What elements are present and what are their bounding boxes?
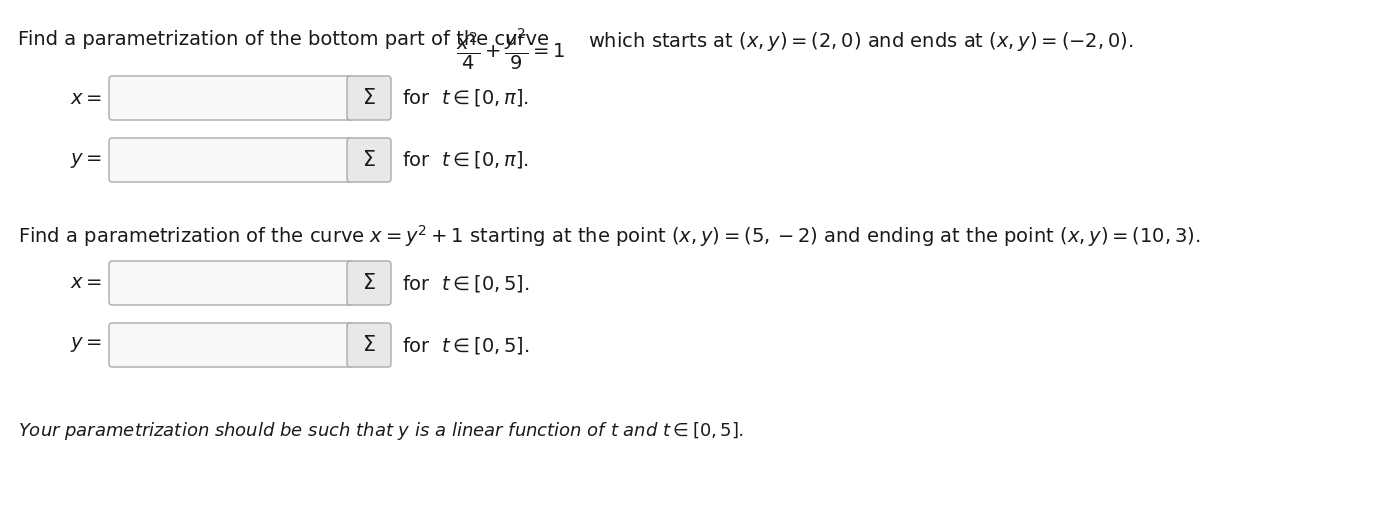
Text: Your parametrization should be such that $y$ is a linear function of $t$ and $t : Your parametrization should be such that… [18, 420, 743, 442]
FancyBboxPatch shape [347, 138, 390, 182]
Text: $\dfrac{x^2}{4} + \dfrac{y^2}{9} = 1$: $\dfrac{x^2}{4} + \dfrac{y^2}{9} = 1$ [456, 26, 565, 72]
Text: Find a parametrization of the curve $x = y^2 + 1$ starting at the point $(x, y) : Find a parametrization of the curve $x =… [18, 223, 1200, 249]
FancyBboxPatch shape [347, 76, 390, 120]
Text: $\Sigma$: $\Sigma$ [362, 150, 376, 170]
Text: for  $t \in [0, 5]$.: for $t \in [0, 5]$. [401, 272, 530, 294]
FancyBboxPatch shape [109, 323, 353, 367]
FancyBboxPatch shape [109, 76, 353, 120]
Text: for  $t \in [0, 5]$.: for $t \in [0, 5]$. [401, 335, 530, 355]
Text: $y =$: $y =$ [70, 151, 102, 169]
Text: which starts at $(x, y) = (2, 0)$ and ends at $(x, y) = (-2, 0)$.: which starts at $(x, y) = (2, 0)$ and en… [588, 30, 1133, 53]
Text: $y =$: $y =$ [70, 336, 102, 354]
FancyBboxPatch shape [347, 323, 390, 367]
Text: $x =$: $x =$ [70, 274, 102, 293]
Text: for  $t \in [0, \pi]$.: for $t \in [0, \pi]$. [401, 150, 528, 170]
Text: $\Sigma$: $\Sigma$ [362, 88, 376, 108]
Text: for  $t \in [0, \pi]$.: for $t \in [0, \pi]$. [401, 88, 528, 108]
Text: $\Sigma$: $\Sigma$ [362, 335, 376, 355]
Text: $\Sigma$: $\Sigma$ [362, 273, 376, 293]
Text: Find a parametrization of the bottom part of the curve: Find a parametrization of the bottom par… [18, 30, 549, 49]
FancyBboxPatch shape [109, 138, 353, 182]
Text: $x =$: $x =$ [70, 89, 102, 108]
FancyBboxPatch shape [109, 261, 353, 305]
FancyBboxPatch shape [347, 261, 390, 305]
